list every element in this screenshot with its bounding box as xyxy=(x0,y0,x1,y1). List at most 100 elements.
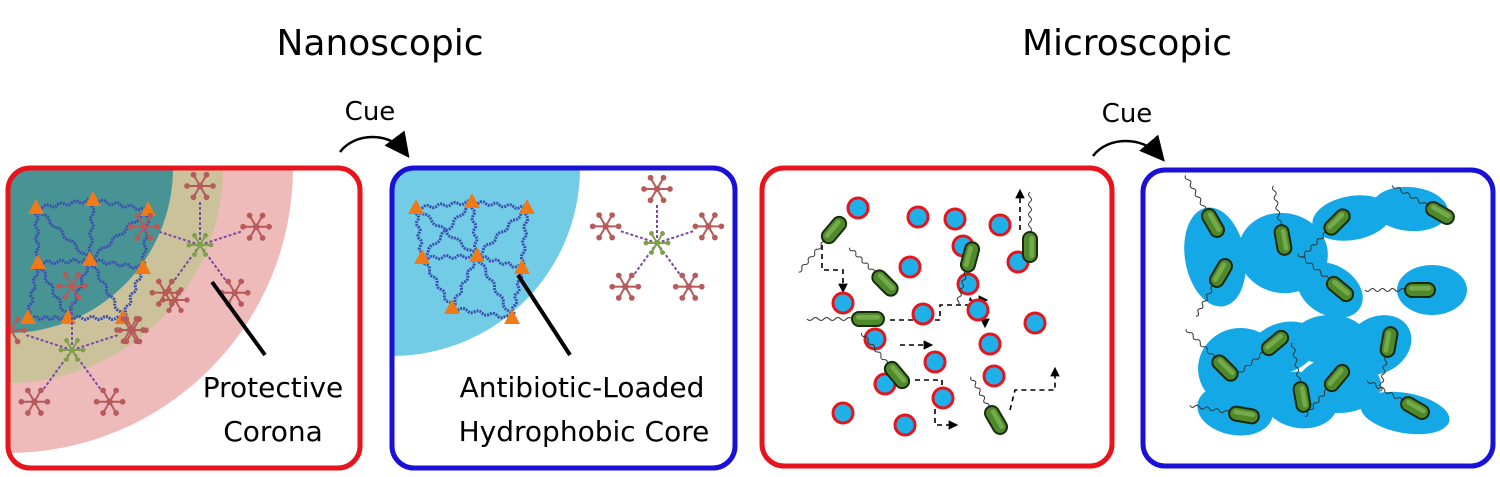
star-tip xyxy=(38,410,44,416)
star-arm-cluster xyxy=(641,174,673,204)
flagellum xyxy=(1271,185,1282,226)
star-tip xyxy=(62,271,69,278)
star-tip xyxy=(80,347,86,353)
polymer-strand xyxy=(33,207,41,264)
star-core xyxy=(186,233,214,257)
star-tip xyxy=(160,297,166,303)
star-center xyxy=(622,283,629,290)
nanoparticle xyxy=(846,196,870,220)
star-tip xyxy=(75,357,80,362)
bacterium xyxy=(1364,282,1436,298)
released-star-polymer xyxy=(589,174,725,301)
bacterium-highlight xyxy=(1207,212,1222,233)
star-tip xyxy=(184,183,190,189)
star-tip xyxy=(178,286,184,293)
polymer-strand xyxy=(421,253,478,261)
bacterium-highlight xyxy=(1299,385,1308,408)
polymer-strand xyxy=(122,266,144,320)
star-tip xyxy=(246,235,253,241)
flagellum xyxy=(1364,288,1406,292)
star-tip xyxy=(596,234,603,241)
star-arm-cluster xyxy=(93,387,126,416)
star-tip xyxy=(711,212,718,218)
flagellum xyxy=(806,317,853,321)
corona-pointer-line xyxy=(210,280,267,357)
nanoparticle xyxy=(1023,311,1047,335)
polymer-strand xyxy=(420,257,454,309)
bacterium xyxy=(970,376,1008,435)
star-tip xyxy=(190,194,197,201)
crosslinker-icon xyxy=(464,193,480,208)
bacterium xyxy=(1185,329,1239,382)
star-center xyxy=(231,289,238,296)
bacterium xyxy=(1184,175,1225,238)
core-label-line1: Antibiotic-Loaded xyxy=(460,371,705,404)
heading-microscopic: Microscopic xyxy=(1022,23,1232,64)
bacterium xyxy=(1290,342,1312,413)
bacterium xyxy=(1379,326,1399,392)
star-tip xyxy=(75,338,80,343)
panel-nano-after: Antibiotic-Loaded Hydrophobic Core xyxy=(389,165,738,471)
star-tip xyxy=(25,387,31,394)
flagellum xyxy=(1184,175,1207,211)
star-linker xyxy=(199,230,244,246)
star-polymer xyxy=(8,271,149,416)
crosslinker-icon xyxy=(504,309,520,324)
panel-border xyxy=(759,165,1115,469)
aggregates xyxy=(1184,186,1467,436)
flagellum xyxy=(1185,329,1215,358)
crosslink-node xyxy=(514,259,530,274)
flagellum xyxy=(1391,185,1428,206)
crosslink-node xyxy=(85,191,101,206)
star-tip xyxy=(649,231,654,236)
bacterium-highlight xyxy=(1383,330,1392,353)
free-star-cluster xyxy=(114,315,146,345)
star-arm-cluster xyxy=(609,272,642,301)
aggregate-blob xyxy=(1184,207,1246,307)
star-linker xyxy=(71,349,103,392)
star-tip xyxy=(21,327,27,334)
star-tip xyxy=(186,242,192,248)
bacterium xyxy=(956,241,981,306)
star-tip xyxy=(718,223,725,230)
flagellum xyxy=(798,240,825,273)
crosslinker-icon xyxy=(28,199,44,214)
star-tip xyxy=(100,410,106,416)
polymer-strand xyxy=(421,200,473,260)
motion-path xyxy=(821,245,848,294)
star-tip xyxy=(240,223,246,230)
bacterium-highlight xyxy=(990,409,1005,430)
polymer-strand xyxy=(67,315,124,321)
cue-label-right: Cue xyxy=(1102,99,1153,129)
network-strands xyxy=(413,199,530,320)
crosslinker-icon xyxy=(140,201,156,216)
star-tip xyxy=(225,278,232,285)
crosslink-node xyxy=(444,299,460,314)
star-center xyxy=(197,242,203,248)
star-tip xyxy=(609,283,616,290)
star-arm-cluster xyxy=(184,171,216,201)
star-tip xyxy=(238,301,245,307)
bacterium-highlight xyxy=(856,315,880,320)
star-core xyxy=(643,231,671,255)
star-tip xyxy=(119,398,126,405)
star-tip xyxy=(133,338,140,345)
star-tip xyxy=(698,234,705,241)
star-tip xyxy=(660,174,667,181)
star-tip xyxy=(166,307,172,314)
crosslinker-icon xyxy=(414,249,430,264)
star-tip xyxy=(38,387,44,394)
aggregate-blob xyxy=(1360,391,1450,435)
star-tip xyxy=(18,398,25,405)
curved-arrow-icon xyxy=(1092,134,1165,162)
bacterium xyxy=(849,247,899,297)
star-tip xyxy=(259,235,266,241)
star-tip xyxy=(609,212,616,218)
bacterium-highlight xyxy=(1280,228,1289,251)
star-polymer xyxy=(128,171,272,307)
flagellum xyxy=(1189,404,1230,414)
polymer-strand xyxy=(476,206,528,258)
star-tip xyxy=(58,347,64,353)
star-tip xyxy=(208,242,214,248)
star-tip xyxy=(147,212,154,219)
